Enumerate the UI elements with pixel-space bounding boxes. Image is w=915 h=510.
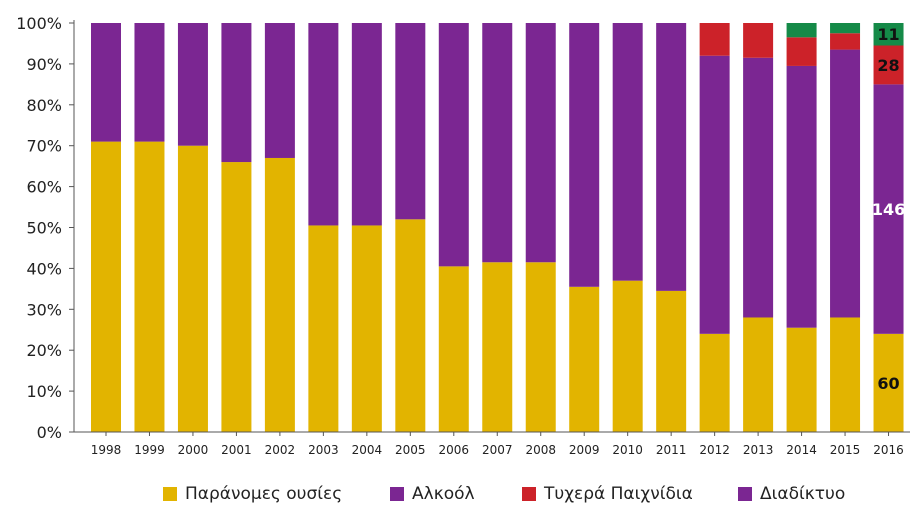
legend-label: Αλκοόλ (412, 484, 475, 504)
x-tick-label: 2015 (830, 443, 861, 457)
bar-segment (873, 45, 904, 85)
x-tick-label: 2004 (352, 443, 383, 457)
bars-group (91, 23, 904, 433)
bar-segment (612, 280, 643, 432)
x-tick-label: 2012 (699, 443, 730, 457)
legend-swatch (390, 487, 404, 501)
x-tick-label: 2002 (265, 443, 296, 457)
x-tick-label: 1999 (134, 443, 165, 457)
y-tick-label: 70% (26, 137, 62, 156)
bar-segment (525, 23, 556, 263)
data-labels-group: 60 146 28 11 (872, 25, 905, 393)
bar-segment (177, 145, 208, 432)
legend-label: Τυχερά Παιχνίδια (544, 484, 693, 504)
bar-segment (873, 23, 904, 46)
x-tick-label: 2003 (308, 443, 339, 457)
bar-segment (264, 157, 295, 432)
data-label: 146 (872, 200, 905, 219)
bar-segment (134, 141, 165, 433)
legend: Παράνομες ουσίες Αλκοόλ Τυχερά Παιχνίδια… (0, 484, 915, 510)
bar-segment (569, 286, 600, 432)
bar-segment (656, 290, 687, 432)
bar-segment (395, 23, 426, 220)
data-label: 60 (877, 374, 899, 393)
x-tick-label: 2010 (612, 443, 643, 457)
x-tick-label: 2000 (178, 443, 209, 457)
bar-segment (699, 23, 730, 56)
legend-label: Παράνομες ουσίες (185, 484, 343, 504)
x-tick-label: 2011 (656, 443, 687, 457)
data-label: 28 (877, 56, 899, 75)
bar-segment (569, 23, 600, 287)
x-tick-label: 2007 (482, 443, 513, 457)
x-tick-label: 2009 (569, 443, 600, 457)
x-tick-label: 1998 (91, 443, 122, 457)
bar-segment (91, 23, 121, 142)
y-tick-label: 10% (26, 382, 62, 401)
x-axis: 1998 1999 2000 2001 2002 2003 2004 2005 2006 2007… (74, 431, 910, 457)
bar-segment (91, 141, 121, 433)
bar-segment (351, 225, 382, 432)
bar-segment (438, 23, 469, 267)
bar-segment (786, 65, 817, 328)
legend-item-gambling: Τυχερά Παιχνίδια (522, 484, 693, 504)
legend-item-illegal-substances: Παράνομες ουσίες (163, 484, 342, 504)
y-tick-label: 50% (26, 219, 62, 238)
bar-segment (873, 333, 904, 432)
x-tick-label: 2001 (221, 443, 252, 457)
bar-segment (134, 23, 165, 142)
bar-segment (525, 262, 556, 432)
bar-segment (264, 23, 295, 158)
bar-segment (221, 23, 252, 163)
y-tick-label: 60% (26, 178, 62, 197)
bar-segment (221, 162, 252, 432)
y-tick-label: 0% (37, 423, 62, 442)
y-tick-label: 30% (26, 300, 62, 319)
legend-swatch (738, 487, 752, 501)
bar-segment (830, 317, 861, 432)
legend-label: Διαδίκτυο (760, 484, 846, 504)
bar-segment (438, 266, 469, 432)
x-tick-label: 2014 (786, 443, 817, 457)
bar-segment (786, 327, 817, 432)
legend-swatch (522, 487, 536, 501)
bar-segment (786, 23, 817, 38)
bar-segment (873, 84, 904, 334)
bar-segment (699, 333, 730, 432)
bar-segment (830, 23, 861, 34)
y-tick-label: 80% (26, 96, 62, 115)
bar-segment (743, 57, 774, 318)
bar-segment (743, 23, 774, 58)
y-tick-label: 20% (26, 341, 62, 360)
bar-segment (656, 23, 687, 291)
stacked-bar-chart: 0%10%20%30%40%50%60%70%80%90%100% 1998 19… (16, 14, 910, 457)
bar-segment (351, 23, 382, 226)
bar-segment (830, 33, 861, 50)
bar-segment (786, 37, 817, 66)
bar-segment (395, 219, 426, 432)
y-tick-label: 100% (16, 14, 62, 33)
bar-segment (743, 317, 774, 432)
y-axis: 0% 10% 20% 30% 40% 50% 60% 70% 80% 90% 100% (16, 14, 75, 442)
x-tick-label: 2006 (439, 443, 470, 457)
y-tick-label: 40% (26, 259, 62, 278)
legend-swatch (163, 487, 177, 501)
legend-item-alcohol: Αλκοόλ (390, 484, 475, 504)
bar-segment (612, 23, 643, 281)
legend-item-internet: Διαδίκτυο (738, 484, 845, 504)
bar-segment (482, 23, 513, 263)
bar-segment (699, 55, 730, 334)
x-tick-label: 2008 (525, 443, 556, 457)
bar-segment (830, 49, 861, 318)
data-label: 11 (877, 25, 899, 44)
bar-segment (177, 23, 208, 146)
x-tick-label: 2016 (873, 443, 904, 457)
x-tick-label: 2013 (743, 443, 774, 457)
bar-segment (308, 225, 339, 432)
y-tick-label: 90% (26, 55, 62, 74)
bar-segment (482, 262, 513, 432)
bar-segment (308, 23, 339, 226)
x-tick-label: 2005 (395, 443, 426, 457)
